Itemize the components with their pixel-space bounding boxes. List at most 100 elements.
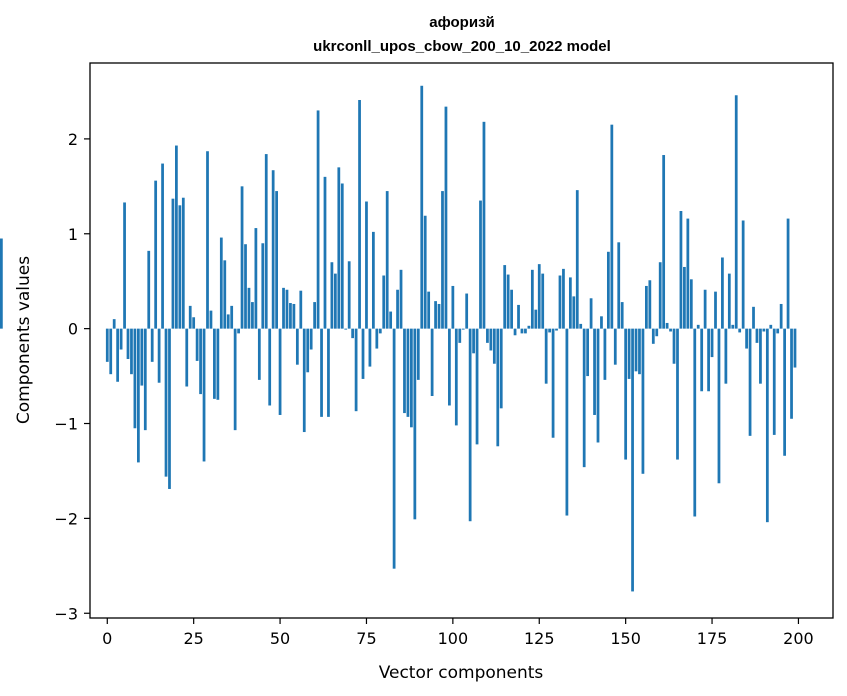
- bar-28: [202, 328, 206, 462]
- bar-138: [582, 328, 586, 468]
- bar-159: [655, 328, 659, 337]
- bar-110: [486, 328, 489, 343]
- bar-142: [596, 328, 600, 443]
- bar-118: [513, 328, 517, 336]
- bar-194: [776, 328, 780, 334]
- bar-197: [786, 218, 790, 329]
- bar-155: [641, 328, 645, 474]
- bar-134: [568, 277, 572, 329]
- bar-2: [112, 319, 116, 329]
- bar-73: [358, 100, 361, 329]
- bar-177: [717, 328, 721, 484]
- bar-0: [105, 328, 109, 362]
- bar-75: [365, 201, 368, 329]
- bar-32: [216, 328, 220, 400]
- bar-52: [285, 289, 289, 329]
- bar-198: [790, 328, 793, 419]
- bar-9: [137, 328, 140, 463]
- bar-23: [185, 328, 189, 387]
- bar-40: [244, 244, 247, 329]
- bar-154: [638, 328, 641, 375]
- bar-186: [748, 328, 752, 436]
- bar-17: [164, 328, 168, 477]
- bar-54: [292, 303, 296, 329]
- bar-121: [524, 328, 527, 334]
- bar-120: [520, 328, 524, 334]
- bar-69: [344, 328, 348, 330]
- bar-11: [143, 328, 147, 431]
- bar-144: [603, 328, 607, 380]
- bar-56: [299, 290, 303, 329]
- bar-103: [461, 328, 465, 330]
- plot-frame: [89, 62, 834, 619]
- bar-94: [430, 328, 434, 396]
- bar-141: [593, 328, 596, 415]
- bar-45: [261, 243, 265, 329]
- bar-187: [752, 306, 755, 329]
- x-tick-label: 150: [610, 629, 641, 648]
- y-tick-label: 2: [68, 130, 78, 149]
- bar-133: [565, 328, 569, 516]
- y-tick-label: 0: [68, 320, 78, 339]
- bar-18: [168, 328, 171, 489]
- bar-113: [496, 328, 500, 447]
- bar-182: [734, 95, 738, 329]
- bar-15: [157, 328, 161, 383]
- bar-53: [289, 303, 292, 329]
- y-tick-label: −1: [54, 415, 78, 434]
- bar-30: [209, 310, 213, 329]
- bar-88: [410, 328, 413, 428]
- bar-34: [223, 260, 227, 329]
- x-tick-label: 100: [438, 629, 469, 648]
- bar-107: [475, 328, 479, 445]
- bar-128: [548, 328, 551, 333]
- bar-180: [727, 273, 731, 329]
- bar-184: [741, 220, 745, 329]
- bar-171: [696, 324, 700, 329]
- bar-61: [316, 110, 320, 329]
- bar-100: [451, 285, 455, 329]
- x-tick-label: 0: [102, 629, 112, 648]
- bar-91: [420, 85, 424, 329]
- bar-20: [175, 145, 178, 329]
- bar-41: [247, 287, 251, 329]
- bar-35: [226, 314, 230, 329]
- bar-112: [492, 328, 496, 364]
- bar-188: [755, 328, 759, 343]
- bar-21: [178, 205, 182, 329]
- bar-79: [378, 328, 382, 334]
- bar-6: [126, 328, 130, 359]
- bar-101: [454, 328, 458, 426]
- bar-31: [213, 328, 216, 399]
- bar-24: [188, 305, 192, 329]
- chart-subtitle: ukrconll_upos_cbow_200_10_2022 model: [313, 38, 611, 55]
- bar-3: [116, 328, 120, 382]
- bar-90: [416, 328, 420, 380]
- bar-178: [721, 257, 724, 329]
- bar-19: [171, 198, 175, 329]
- bar-192: [769, 324, 773, 329]
- bar-183: [738, 328, 742, 333]
- bar-176: [714, 291, 717, 329]
- bar-5: [123, 202, 126, 329]
- bar-199: [793, 328, 797, 368]
- y-axis-label: Components values: [14, 256, 34, 424]
- bar-10: [140, 328, 144, 386]
- bar-8: [133, 328, 137, 429]
- bar-62: [320, 328, 323, 417]
- bar-193: [772, 328, 776, 435]
- bar-33: [219, 237, 223, 329]
- bar-179: [724, 328, 728, 384]
- bar-85: [399, 269, 403, 329]
- bar-99: [448, 328, 451, 406]
- bars-group: [0, 85, 797, 592]
- bar-38: [237, 328, 240, 334]
- bar-114: [499, 328, 503, 409]
- bar-156: [645, 285, 648, 329]
- bar-146: [610, 124, 614, 329]
- bar-150: [624, 328, 628, 460]
- bar-185: [745, 328, 748, 349]
- bar-104: [465, 293, 469, 329]
- bar-14: [154, 180, 158, 329]
